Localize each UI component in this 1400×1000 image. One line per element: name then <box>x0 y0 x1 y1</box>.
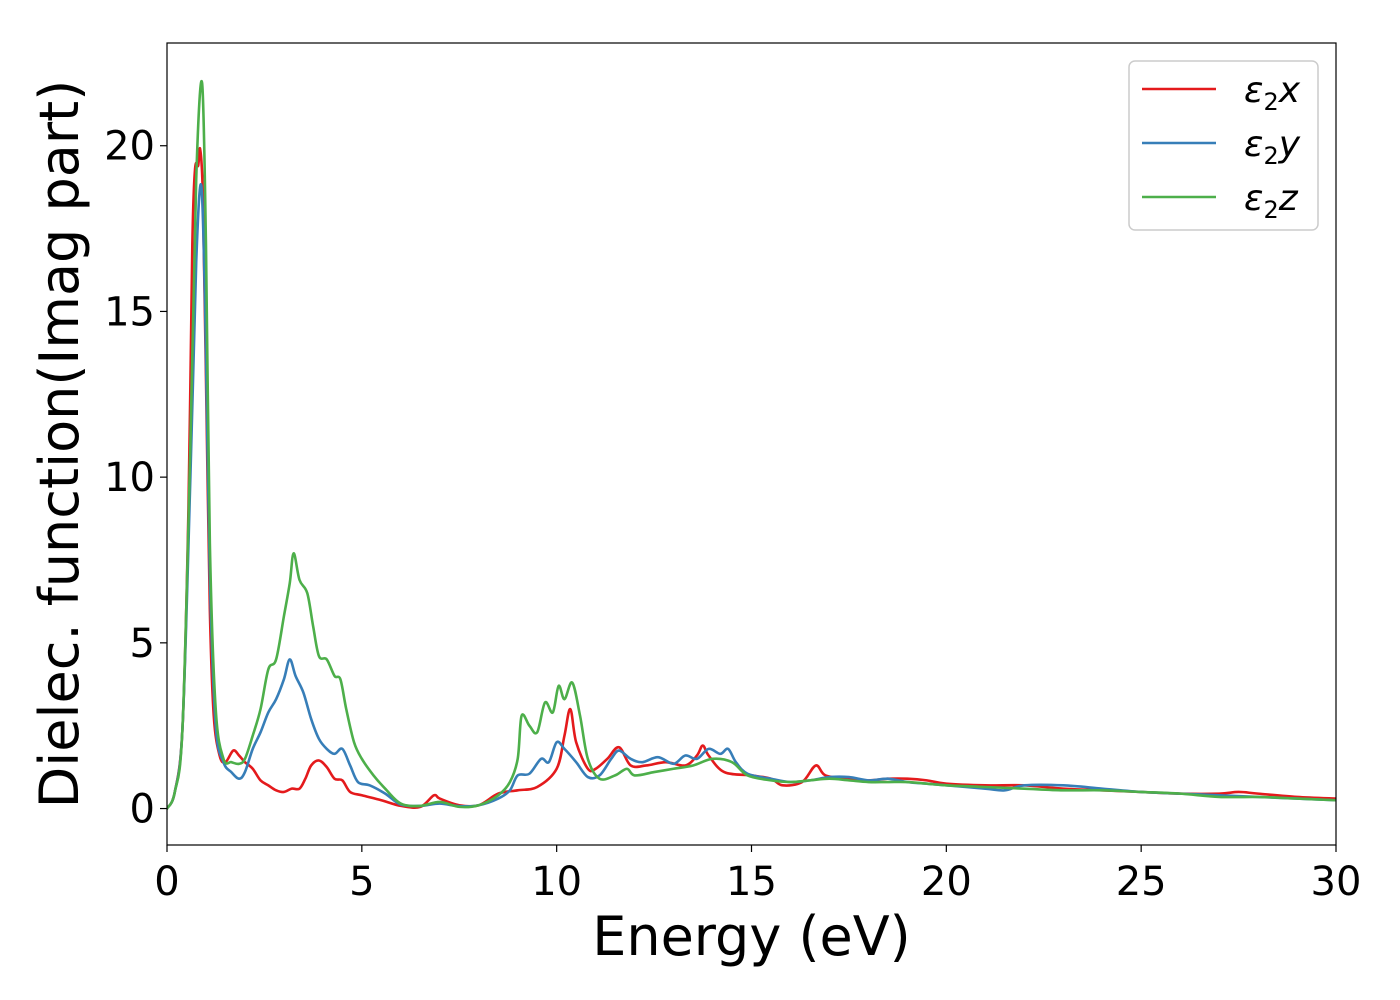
x-tick-label: 15 <box>726 859 777 905</box>
legend-label-eps2y: ε2y <box>1244 124 1301 170</box>
tick-layer: 0 5 10 15 20 25 30 0 5 10 15 20 <box>104 124 1361 905</box>
legend-box <box>1128 60 1319 231</box>
y-axis-label: Dielec. function(Imag part) <box>28 80 91 809</box>
series-line-eps2x <box>167 146 1336 810</box>
series-line-eps2y <box>167 183 1336 810</box>
y-tick-label: 0 <box>130 787 155 833</box>
y-tick-label: 10 <box>104 455 155 501</box>
legend-label-eps2z: ε2z <box>1244 178 1299 224</box>
legend-label-eps2x: ε2x <box>1244 70 1301 116</box>
legend: ε2x ε2y ε2z <box>1128 60 1319 231</box>
x-tick-label: 10 <box>531 859 582 905</box>
x-tick-label: 5 <box>349 859 374 905</box>
y-tick-label: 15 <box>104 289 155 335</box>
x-tick-label: 30 <box>1311 859 1362 905</box>
y-tick-label: 5 <box>130 621 155 667</box>
x-tick-label: 0 <box>154 859 179 905</box>
x-axis-label: Energy (eV) <box>592 905 911 968</box>
series-line-eps2z <box>167 79 1336 810</box>
x-tick-label: 25 <box>1116 859 1167 905</box>
y-tick-label: 20 <box>104 124 155 170</box>
series-layer <box>167 79 1336 810</box>
x-tick-label: 20 <box>921 859 972 905</box>
